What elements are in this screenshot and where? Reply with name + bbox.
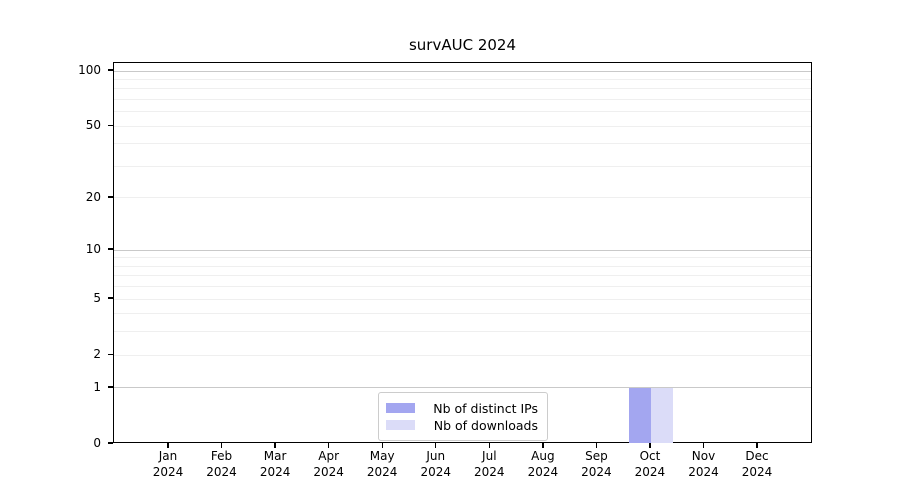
y-tick-label: 20 <box>85 189 101 204</box>
legend-swatch-distinct-ips <box>386 403 415 413</box>
gridline-major <box>114 249 811 251</box>
y-axis-tick <box>108 69 113 71</box>
x-axis-tick <box>702 443 705 448</box>
gridline-minor <box>114 88 811 90</box>
x-axis-tick <box>220 443 223 448</box>
gridline-minor <box>114 78 811 80</box>
legend-swatch-downloads <box>386 420 415 430</box>
gridline-minor <box>114 143 811 145</box>
y-tick-label: 50 <box>85 118 101 133</box>
gridline-minor <box>114 298 811 300</box>
gridline-minor <box>114 286 811 288</box>
bar-nb-of-distinct-ips <box>629 387 651 443</box>
x-tick-label: Oct 2024 <box>634 449 666 479</box>
x-tick-label: Nov 2024 <box>688 449 719 479</box>
gridline-minor <box>114 125 811 127</box>
x-tick-label: Aug 2024 <box>527 449 559 479</box>
y-tick-label: 5 <box>93 291 101 306</box>
y-axis-tick <box>108 124 113 126</box>
gridline-major <box>114 70 811 72</box>
x-tick-label: Jun 2024 <box>420 449 452 479</box>
y-axis-tick <box>108 297 113 299</box>
x-tick-label: Apr 2024 <box>313 449 344 479</box>
gridline-minor <box>114 197 811 199</box>
y-axis-tick <box>108 386 113 388</box>
y-tick-label: 10 <box>85 242 101 257</box>
gridline-minor <box>114 354 811 356</box>
gridline-minor <box>114 111 811 113</box>
x-tick-label: Dec 2024 <box>741 449 773 479</box>
x-tick-label: Mar 2024 <box>259 449 291 479</box>
gridline-minor <box>114 165 811 167</box>
gridline-minor <box>114 275 811 277</box>
gridline-minor <box>114 98 811 100</box>
legend-item: Nb of distinct IPs <box>386 400 538 416</box>
gridline-minor <box>114 257 811 259</box>
x-axis-tick <box>488 443 490 448</box>
x-tick-label: Feb 2024 <box>206 449 237 479</box>
legend-label: Nb of downloads <box>433 417 538 433</box>
plot-area <box>113 62 812 443</box>
y-tick-label: 2 <box>93 347 101 362</box>
x-axis-tick <box>649 443 651 448</box>
legend: Nb of distinct IPs Nb of downloads <box>378 392 548 441</box>
x-axis-tick <box>381 443 383 448</box>
x-tick-label: Jan 2024 <box>152 449 184 479</box>
gridline-minor <box>114 313 811 315</box>
y-axis-tick <box>108 353 113 355</box>
x-axis-tick <box>167 443 169 448</box>
chart-title: survAUC 2024 <box>408 36 517 54</box>
y-tick-label: 0 <box>93 436 101 450</box>
gridline-major <box>114 387 811 389</box>
x-axis-tick <box>542 443 544 448</box>
x-axis-tick <box>595 443 598 448</box>
y-tick-label: 1 <box>93 379 101 394</box>
y-axis-tick <box>108 248 113 250</box>
x-tick-label: Sep 2024 <box>581 449 612 479</box>
y-axis-tick <box>108 442 113 444</box>
x-tick-label: Jul 2024 <box>474 449 505 479</box>
x-axis-tick <box>756 443 758 448</box>
x-tick-label: May 2024 <box>366 449 398 479</box>
legend-item: Nb of downloads <box>386 417 538 433</box>
legend-label: Nb of distinct IPs <box>433 400 538 416</box>
gridline-minor <box>114 265 811 267</box>
x-axis-tick <box>435 443 437 448</box>
gridline-minor <box>114 331 811 333</box>
y-axis-tick <box>108 196 113 198</box>
x-axis-tick <box>327 443 330 448</box>
y-tick-label: 100 <box>78 63 101 77</box>
x-axis-tick <box>274 443 276 448</box>
bar-nb-of-downloads <box>651 387 673 443</box>
